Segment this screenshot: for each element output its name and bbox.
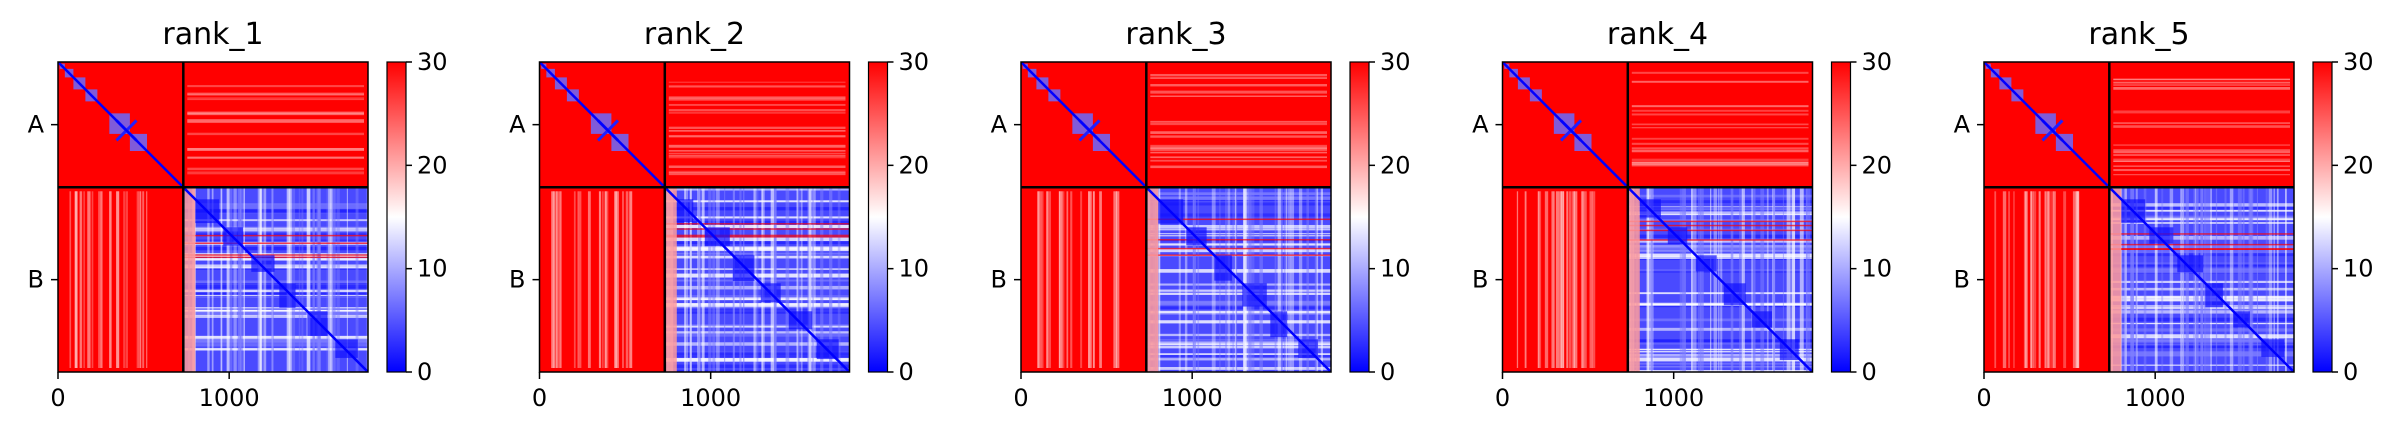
colorbar-gradient bbox=[1350, 62, 1369, 372]
colorbar-gradient bbox=[387, 62, 406, 372]
colorbar-tick-label: 10 bbox=[417, 255, 448, 283]
axes-frame bbox=[1501, 61, 1814, 373]
diagonal bbox=[1021, 62, 1331, 372]
y-tick-label: B bbox=[509, 266, 525, 294]
colorbar-tick-label: 0 bbox=[1380, 358, 1395, 386]
x-tick-label: 0 bbox=[1976, 384, 1991, 412]
y-tick-label: A bbox=[509, 111, 526, 139]
colorbar: 0 10 20 30 bbox=[867, 48, 930, 386]
heatmap-image bbox=[1502, 62, 1813, 372]
colorbar-tick-label: 30 bbox=[1380, 48, 1411, 76]
panel-title: rank_4 bbox=[1607, 17, 1708, 52]
y-tick-label: B bbox=[1954, 266, 1970, 294]
colorbar-tick-label: 20 bbox=[1380, 151, 1411, 179]
y-tick-label: A bbox=[28, 111, 45, 139]
diagonal bbox=[58, 62, 368, 372]
diagonal bbox=[539, 62, 850, 372]
colorbar-tick-label: 0 bbox=[1862, 358, 1877, 386]
colorbar-frame bbox=[2312, 61, 2333, 373]
y-tick-label: B bbox=[28, 266, 44, 294]
colorbar-gradient bbox=[868, 62, 888, 372]
colorbar-tick-label: 0 bbox=[2343, 358, 2358, 386]
colorbar: 0 10 20 30 bbox=[386, 48, 448, 386]
heatmap-image bbox=[539, 62, 850, 372]
panel-4: rank_4 0 1000 A B 0 10 20 30 bbox=[1472, 17, 1892, 412]
x-tick-label: 0 bbox=[50, 384, 65, 412]
x-tick-label: 1000 bbox=[1162, 384, 1223, 412]
heatmap-image bbox=[1984, 62, 2294, 372]
x-tick-label: 0 bbox=[1013, 384, 1028, 412]
x-tick-label: 1000 bbox=[680, 384, 741, 412]
x-tick-label: 1000 bbox=[2125, 384, 2186, 412]
colorbar: 0 10 20 30 bbox=[1830, 48, 1893, 386]
panel-title: rank_2 bbox=[644, 17, 745, 52]
panel-3: rank_3 0 1000 A B 0 10 20 30 bbox=[991, 17, 1411, 412]
colorbar-gradient bbox=[1831, 62, 1851, 372]
axes-frame bbox=[1020, 61, 1332, 373]
diagonal bbox=[1984, 62, 2294, 372]
colorbar-gradient bbox=[2313, 62, 2332, 372]
heatmap-image bbox=[58, 62, 368, 372]
colorbar-frame bbox=[1349, 61, 1370, 373]
axes-frame bbox=[538, 61, 851, 373]
x-tick-label: 1000 bbox=[1643, 384, 1704, 412]
colorbar-tick-label: 0 bbox=[899, 358, 914, 386]
colorbar-tick-label: 20 bbox=[2343, 151, 2374, 179]
diagonal bbox=[1502, 62, 1813, 372]
y-tick-label: A bbox=[1472, 111, 1489, 139]
axes-frame bbox=[57, 61, 369, 373]
panel-2: rank_2 0 1000 A B 0 10 20 30 bbox=[509, 17, 929, 412]
panel-1: rank_1 0 1000 A B 0 10 20 30 bbox=[28, 17, 448, 412]
colorbar-tick-label: 30 bbox=[899, 48, 930, 76]
x-tick-label: 0 bbox=[532, 384, 547, 412]
colorbar-tick-label: 20 bbox=[1862, 151, 1893, 179]
panel-title: rank_5 bbox=[2088, 17, 2189, 52]
colorbar-tick-label: 10 bbox=[2343, 255, 2374, 283]
axes-frame bbox=[1983, 61, 2295, 373]
x-tick-label: 0 bbox=[1495, 384, 1510, 412]
colorbar-frame bbox=[1830, 61, 1852, 373]
panel-title: rank_1 bbox=[162, 17, 263, 52]
panel-5: rank_5 0 1000 A B 0 10 20 30 bbox=[1954, 17, 2374, 412]
colorbar-tick-label: 30 bbox=[417, 48, 448, 76]
colorbar-tick-label: 10 bbox=[899, 255, 930, 283]
y-tick-label: A bbox=[1954, 111, 1971, 139]
heatmap-image bbox=[1021, 62, 1331, 372]
colorbar-tick-label: 10 bbox=[1380, 255, 1411, 283]
y-tick-label: B bbox=[991, 266, 1007, 294]
colorbar-tick-label: 0 bbox=[417, 358, 432, 386]
colorbar-tick-label: 10 bbox=[1862, 255, 1893, 283]
colorbar-tick-label: 30 bbox=[2343, 48, 2374, 76]
panel-title: rank_3 bbox=[1125, 17, 1226, 52]
colorbar: 0 10 20 30 bbox=[1349, 48, 1411, 386]
colorbar-frame bbox=[867, 61, 889, 373]
y-tick-label: B bbox=[1472, 266, 1488, 294]
colorbar-tick-label: 20 bbox=[417, 151, 448, 179]
y-tick-label: A bbox=[991, 111, 1008, 139]
colorbar-tick-label: 20 bbox=[899, 151, 930, 179]
colorbar: 0 10 20 30 bbox=[2312, 48, 2374, 386]
colorbar-frame bbox=[386, 61, 407, 373]
colorbar-tick-label: 30 bbox=[1862, 48, 1893, 76]
x-tick-label: 1000 bbox=[199, 384, 260, 412]
